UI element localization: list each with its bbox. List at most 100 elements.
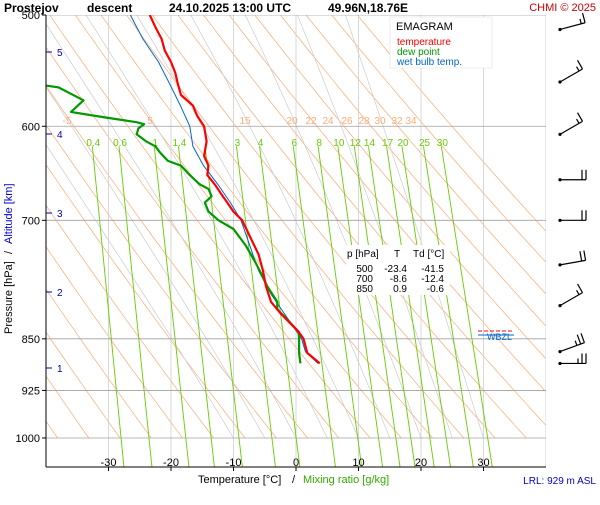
wind-barb-flag (576, 112, 584, 122)
x-axis-sep: / (292, 474, 296, 486)
dry-adiabat-line (46, 331, 121, 439)
moist-adiabat-line (46, 143, 234, 439)
table-header-t: T (394, 249, 400, 260)
mixing-ratio-label: 25 (419, 138, 431, 149)
legend-box (389, 16, 493, 69)
altitude-tick-label: 3 (57, 209, 63, 220)
mixing-ratio-label: 8 (316, 138, 322, 149)
moist-adiabat-line (46, 86, 266, 439)
mixing-ratio-line (353, 146, 401, 467)
station-coords: 49.96N,18.76E (328, 1, 408, 15)
wind-barb-staff (559, 22, 586, 31)
y-axis-title: Pressure [hPa] / Altitude [km] (3, 183, 15, 334)
wind-barb-station (558, 218, 562, 222)
wbzl-label: WBZL (487, 332, 512, 342)
wind-barb-flag (576, 283, 584, 293)
dry-adiabat-line (75, 15, 402, 439)
temperature-tick-label: 20 (415, 457, 427, 469)
mixing-ratio-label: 1.4 (172, 138, 186, 149)
wind-barb-flag (576, 118, 580, 124)
mixing-ratio-labels: 0.4 0.6 1 1.4 3 4 6 8 10 12 14 17 20 25 30 (86, 138, 448, 149)
dry-adiabat-line (331, 15, 546, 263)
dry-adiabat-label: 28 (358, 116, 370, 127)
dry-adiabat-line (126, 15, 465, 439)
wind-barb-staff (559, 68, 583, 83)
x-axis-temp-label: Temperature [°C] (198, 474, 281, 486)
wind-barbs (558, 12, 587, 366)
dry-adiabat-label: 32 (391, 116, 403, 127)
temperature-tick-label: 0 (293, 457, 299, 469)
wind-barb (558, 12, 586, 32)
table-header-p: p [hPa] (347, 249, 379, 260)
legend-dew-point: dew point (397, 47, 440, 58)
mixing-ratio-label: 17 (382, 138, 394, 149)
x-axis-mix-label: Mixing ratio [g/kg] (303, 474, 389, 486)
wind-barb-station (558, 80, 562, 84)
grid-lines (46, 15, 546, 467)
dry-adiabat-label: 24 (322, 116, 334, 127)
pressure-tick-label: 925 (22, 385, 40, 397)
y-axis-sep: / (3, 250, 15, 254)
legend: EMAGRAM temperature dew point wet bulb t… (389, 16, 493, 69)
table-header-td: Td [°C] (413, 249, 444, 260)
pressure-ticks: 500 600 700 850 925 1000 (16, 10, 46, 445)
data-table-bg (346, 245, 450, 295)
mixing-ratio-label: 4 (258, 138, 264, 149)
mixing-ratio-line (386, 146, 435, 467)
wind-barb-staff (559, 342, 585, 353)
wind-barb (558, 283, 584, 308)
profile-series (46, 15, 321, 365)
table-cell-td-850: -0.6 (427, 284, 445, 295)
dry-adiabat-line (46, 288, 152, 439)
pressure-tick-label: 1000 (16, 433, 40, 445)
wind-barb (558, 112, 584, 136)
mixing-ratio-line (317, 146, 363, 467)
dry-adiabat-line (49, 15, 371, 439)
x-axis-title: Temperature [°C] / Mixing ratio [g/kg] (198, 474, 389, 486)
temperature-tick-label: 30 (477, 457, 489, 469)
wind-barb-flag (580, 333, 585, 343)
legend-wet-bulb: wet bulb temp. (396, 57, 462, 68)
dry-adiabat-label: 30 (374, 116, 386, 127)
mixing-ratio-line (235, 146, 276, 467)
series-temperature-line (148, 15, 321, 365)
altitude-ticks: 1 2 3 4 5 (46, 48, 63, 375)
wind-barb-flag (576, 334, 582, 345)
mixing-ratio-line (440, 146, 493, 467)
dry-adiabat-line (46, 124, 277, 439)
dry-adiabat-line (152, 15, 496, 439)
mixing-ratio-label: 1 (152, 138, 158, 149)
mixing-ratio-line (401, 146, 451, 467)
mixing-ratio-line (204, 146, 243, 467)
mixing-ratio-line (368, 146, 416, 467)
altitude-tick-label: 4 (57, 130, 63, 141)
dry-adiabat-label: 15 (239, 116, 251, 127)
table-cell-t-500: -23.4 (384, 264, 407, 275)
mixing-ratio-label: 0.6 (113, 138, 127, 149)
wind-barb (558, 210, 587, 222)
mixing-ratio-label: 14 (364, 138, 376, 149)
y-axis-altitude-label: Altitude [km] (3, 183, 15, 244)
moist-adiabat-line (136, 15, 359, 439)
table-cell-p-700: 700 (356, 274, 373, 285)
mixing-ratio-line (177, 146, 215, 467)
wind-barb (558, 250, 587, 267)
altitude-tick-label: 5 (57, 48, 63, 59)
table-cell-td-700: -12.4 (421, 274, 444, 285)
pressure-tick-label: 500 (22, 10, 40, 22)
pressure-tick-label: 700 (22, 215, 40, 227)
moist-adiabat-line (190, 15, 391, 439)
mixing-ratio-label: 3 (235, 138, 241, 149)
wind-barb-flag (579, 18, 582, 24)
dry-adiabat-labels: -5 5 15 20 22 24 26 28 30 32 34 (63, 116, 417, 127)
dry-adiabat-label: -5 (63, 116, 72, 127)
mixing-ratio-label: 6 (292, 138, 298, 149)
dry-adiabat-label: 5 (147, 116, 153, 127)
dry-adiabat-line (46, 164, 246, 439)
mixing-ratio-line (91, 146, 125, 467)
wind-barb-flag (576, 66, 580, 72)
dry-adiabat-line (46, 375, 90, 439)
table-cell-t-700: -8.6 (390, 274, 408, 285)
